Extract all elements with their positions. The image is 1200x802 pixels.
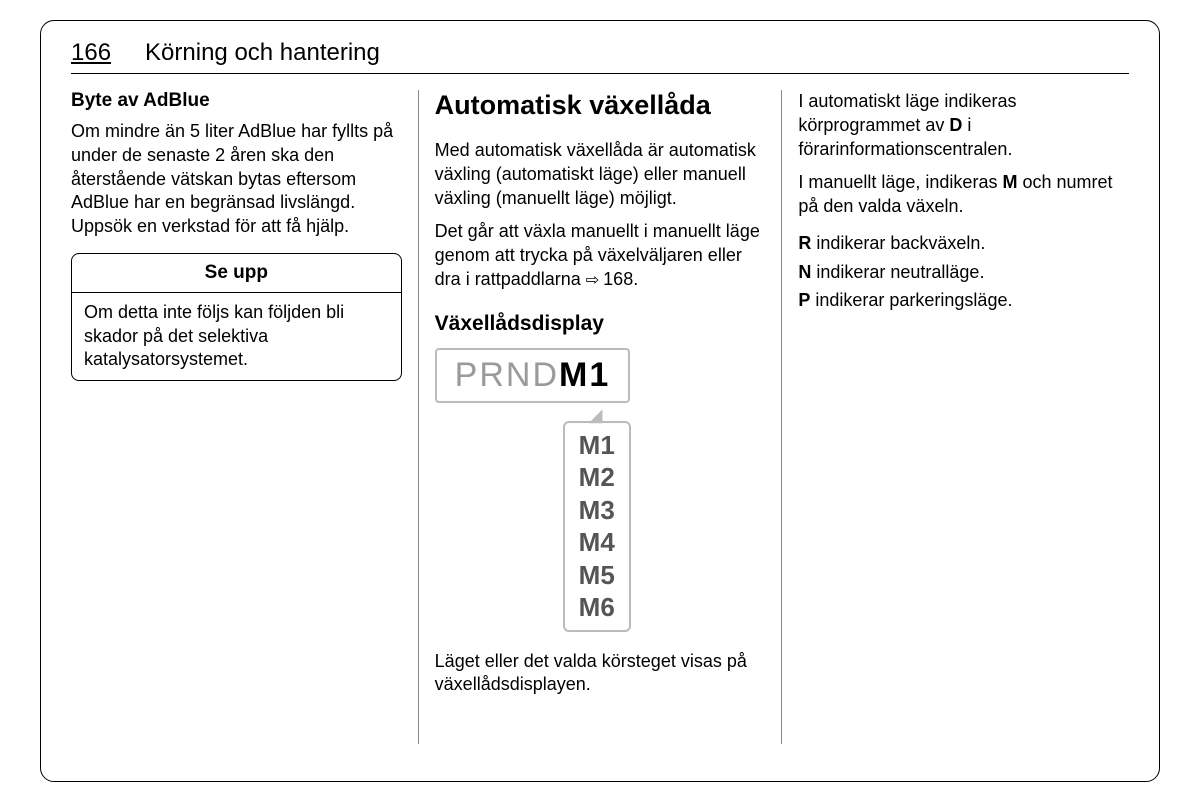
gear-selector-readout: PRNDM1 — [435, 348, 631, 403]
indicator-line-N: N indikerar neutralläge. — [798, 258, 1129, 287]
ind-P-key: P — [798, 290, 810, 310]
col2-para-2-ref: 168. — [603, 269, 638, 289]
notice-box: Se upp Om detta inte följs kan följden b… — [71, 253, 402, 381]
col3-p2-a: I manuellt läge, indikeras — [798, 172, 1002, 192]
gear-m1: M1 — [579, 429, 615, 462]
gear-m3: M3 — [579, 494, 615, 527]
page-number: 166 — [71, 39, 111, 67]
ind-R-text: indikerar backväxeln. — [811, 233, 985, 253]
subsection-heading: Växellådsdisplay — [435, 312, 766, 336]
ind-N-text: indikerar neutralläge. — [811, 262, 984, 282]
column-3: I automatiskt läge indikeras körprogramm… — [782, 90, 1129, 744]
gear-m4: M4 — [579, 526, 615, 559]
column-1: Byte av AdBlue Om mindre än 5 liter AdBl… — [71, 90, 418, 744]
gear-m5: M5 — [579, 559, 615, 592]
gear-m6: M6 — [579, 591, 615, 624]
notice-body: Om detta inte följs kan följden bli skad… — [72, 293, 401, 380]
col3-para-2: I manuellt läge, indikeras M och numret … — [798, 171, 1129, 219]
page-reference-icon — [586, 269, 603, 289]
indicator-line-P: P indikerar parkeringsläge. — [798, 286, 1129, 315]
gear-callout: ◢ M1 M2 M3 M4 M5 M6 — [563, 411, 766, 632]
col1-heading: Byte av AdBlue — [71, 90, 402, 112]
page-frame: 166 Körning och hantering Byte av AdBlue… — [40, 20, 1160, 782]
callout-pointer-icon: ◢ — [589, 405, 603, 426]
ind-P-text: indikerar parkeringsläge. — [810, 290, 1012, 310]
gear-display-figure: PRNDM1 ◢ M1 M2 M3 M4 M5 M6 — [435, 348, 766, 632]
columns: Byte av AdBlue Om mindre än 5 liter AdBl… — [71, 90, 1129, 744]
gear-selected: M1 — [559, 356, 610, 394]
gear-m2: M2 — [579, 461, 615, 494]
section-heading: Automatisk växellåda — [435, 90, 766, 121]
col3-p1-bold: D — [949, 115, 962, 135]
col2-para-1: Med automatisk växellåda är automatisk v… — [435, 139, 766, 210]
chapter-title: Körning och hantering — [145, 39, 380, 67]
manual-gear-list: M1 M2 M3 M4 M5 M6 — [563, 421, 631, 632]
indicator-line-R: R indikerar backväxeln. — [798, 229, 1129, 258]
page-header: 166 Körning och hantering — [71, 39, 1129, 74]
ind-N-key: N — [798, 262, 811, 282]
col2-para-2: Det går att växla manuellt i manuellt lä… — [435, 220, 766, 291]
ind-R-key: R — [798, 233, 811, 253]
gear-dim-letters: PRND — [455, 356, 559, 394]
col2-para-3: Läget eller det valda körsteget visas på… — [435, 650, 766, 698]
notice-title: Se upp — [72, 254, 401, 293]
col3-para-1: I automatiskt läge indikeras körprogramm… — [798, 90, 1129, 161]
column-2: Automatisk växellåda Med automatisk växe… — [418, 90, 783, 744]
col3-p1-a: I automatiskt läge indikeras körprogramm… — [798, 91, 1016, 135]
col3-p2-bold: M — [1002, 172, 1017, 192]
col1-para-1: Om mindre än 5 liter AdBlue har fyllts p… — [71, 120, 402, 239]
